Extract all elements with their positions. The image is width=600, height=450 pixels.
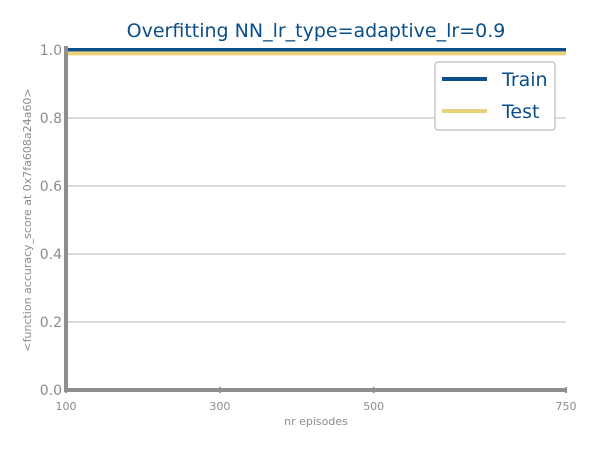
y-tick-label: 0.0 — [40, 383, 62, 399]
y-tick-label: 0.6 — [40, 179, 62, 195]
chart-title: Overfitting NN_lr_type=adaptive_lr=0.9 — [127, 20, 506, 42]
legend-label-test: Test — [501, 101, 539, 123]
x-tick-label: 100 — [56, 400, 77, 413]
series-lines — [66, 48, 566, 56]
legend: Train Test — [434, 61, 556, 131]
x-tick-label: 500 — [363, 400, 384, 413]
legend-label-train: Train — [501, 69, 548, 91]
y-tick-label: 1.0 — [40, 43, 62, 59]
axes — [64, 46, 567, 393]
y-tick-label: 0.8 — [40, 111, 62, 127]
y-tick-label: 0.4 — [40, 247, 62, 263]
tick-labels: 0.0 0.2 0.4 0.6 0.8 1.0 100 300 500 750 — [40, 43, 577, 413]
x-tick-label: 750 — [556, 400, 577, 413]
x-axis-label: nr episodes — [284, 415, 348, 428]
y-tick-label: 0.2 — [40, 315, 62, 331]
y-axis-label: <function accuracy_score at 0x7fa608a24a… — [21, 88, 34, 351]
x-tick-label: 300 — [209, 400, 230, 413]
